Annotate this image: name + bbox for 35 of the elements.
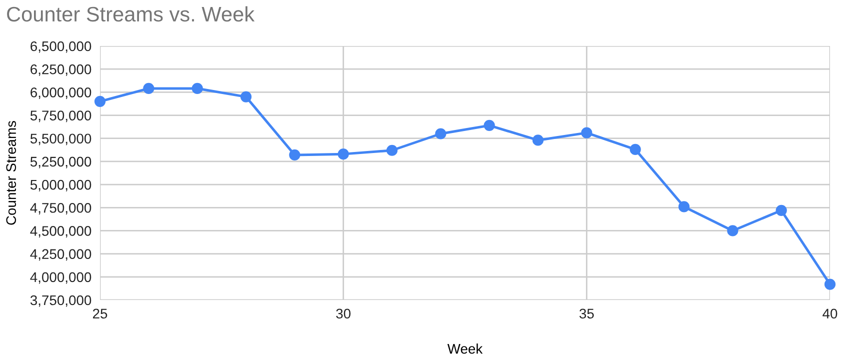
x-axis-title: Week <box>447 344 483 354</box>
point <box>532 134 544 146</box>
y-tick-label: 6,250,000 <box>30 64 92 76</box>
point <box>192 82 203 94</box>
point <box>484 120 495 131</box>
y-tick-label: 5,000,000 <box>30 180 92 192</box>
point <box>143 82 154 94</box>
y-tick-label: 4,000,000 <box>30 272 92 284</box>
y-axis-title: Counter Streams <box>6 121 16 225</box>
point <box>338 148 349 160</box>
x-tick-label: 40 <box>822 308 838 319</box>
y-tick-label: 3,750,000 <box>30 295 92 307</box>
point <box>678 201 690 212</box>
point <box>727 225 738 236</box>
point <box>289 149 300 161</box>
x-tick-label: 30 <box>336 308 351 319</box>
y-tick-label: 4,750,000 <box>30 202 92 214</box>
y-tick-label: 5,750,000 <box>30 110 92 122</box>
point <box>630 144 641 156</box>
point <box>824 278 836 290</box>
y-tick-label: 5,250,000 <box>30 156 92 168</box>
x-tick-label: 25 <box>92 308 108 319</box>
point <box>435 128 446 140</box>
y-tick-label: 5,500,000 <box>30 134 92 146</box>
point <box>386 144 398 156</box>
point <box>776 204 787 216</box>
point <box>581 127 592 138</box>
x-tick-label: 35 <box>579 308 594 319</box>
point <box>240 91 252 102</box>
chart-title: Counter Streams vs. Week <box>7 6 255 22</box>
y-tick-label: 4,500,000 <box>30 226 92 238</box>
y-tick-label: 4,250,000 <box>30 249 92 261</box>
y-tick-label: 6,500,000 <box>30 41 92 53</box>
point <box>94 96 106 107</box>
y-tick-label: 6,000,000 <box>30 88 92 99</box>
